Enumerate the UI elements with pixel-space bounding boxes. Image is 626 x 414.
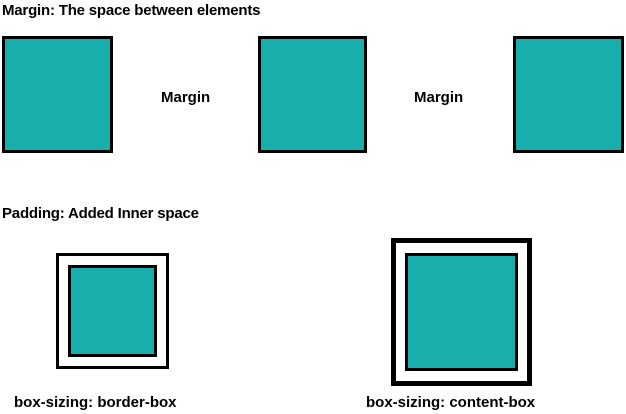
padding-heading: Padding: Added Inner space	[2, 205, 199, 222]
content-box-content	[405, 253, 518, 371]
border-box-content	[68, 265, 157, 357]
margin-box-2	[258, 36, 367, 153]
border-box-caption: box-sizing: border-box	[14, 394, 177, 411]
content-box-outer-border	[391, 238, 532, 386]
margin-box-1	[2, 36, 113, 153]
margin-heading: Margin: The space between elements	[2, 2, 261, 19]
margin-gap-label-2: Margin	[414, 89, 464, 106]
margin-gap-label-1: Margin	[161, 89, 211, 106]
margin-box-3	[513, 36, 624, 153]
border-box-outer-border	[56, 253, 169, 369]
content-box-caption: box-sizing: content-box	[366, 394, 536, 411]
